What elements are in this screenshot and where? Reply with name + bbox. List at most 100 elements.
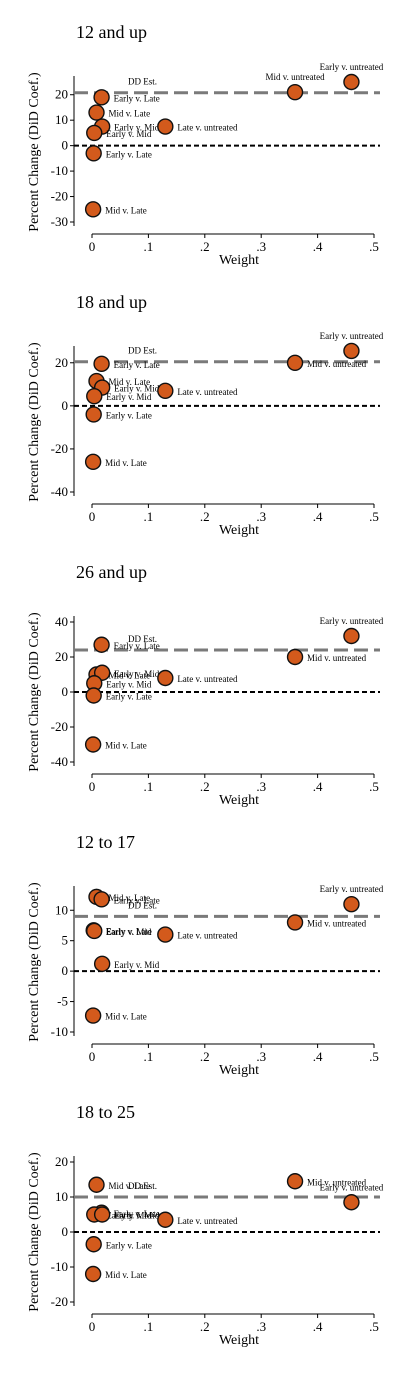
- dd-estimate-label: DD Est.: [128, 346, 157, 356]
- data-point: [286, 83, 304, 101]
- y-axis-label: Percent Change (DiD Coef.): [27, 882, 42, 1042]
- data-point-label: Mid v. untreated: [265, 72, 325, 82]
- data-point: [93, 636, 110, 653]
- data-point-label: Mid v. Late: [105, 1270, 147, 1280]
- data-point: [86, 922, 103, 940]
- x-tick-label: .1: [144, 779, 154, 794]
- data-point: [85, 1236, 102, 1253]
- data-point-label: Late v. untreated: [177, 1216, 238, 1226]
- data-point: [84, 1007, 102, 1024]
- data-point: [93, 1206, 111, 1223]
- x-tick-label: .3: [256, 779, 266, 794]
- data-point-label: Early v. Mid: [114, 669, 160, 679]
- data-point-label: Early v. untreated: [320, 1182, 384, 1192]
- data-point-label: Early v. Late: [114, 641, 160, 651]
- y-tick-label: 0: [62, 963, 69, 978]
- data-point-label: Early v. Late: [114, 360, 160, 370]
- x-tick-label: .5: [369, 239, 379, 254]
- x-tick-label: .5: [369, 1049, 379, 1064]
- data-point-label: Mid v. Late: [105, 1012, 147, 1022]
- dd-estimate-label: DD Est.: [128, 77, 157, 87]
- y-tick-label: 10: [55, 1189, 68, 1204]
- data-point-label: Mid v. Late: [109, 1181, 151, 1191]
- data-point: [88, 104, 105, 121]
- x-tick-label: .1: [144, 509, 154, 524]
- x-tick-label: 0: [89, 239, 96, 254]
- chart-title: 26 and up: [76, 562, 147, 582]
- x-axis-label: Weight: [219, 793, 259, 808]
- y-tick-label: 10: [55, 112, 68, 127]
- data-point: [86, 387, 103, 405]
- y-tick-label: -40: [51, 754, 68, 769]
- data-point-label: Early v. Late: [114, 1209, 160, 1219]
- data-point-label: Mid v. untreated: [307, 359, 367, 369]
- x-tick-label: .5: [369, 779, 379, 794]
- x-tick-label: .3: [256, 509, 266, 524]
- chart-panel-3: 26 and up Percent Change (DiD Coef.) Weigh…: [27, 562, 384, 808]
- data-point: [93, 355, 110, 373]
- x-axis-label: Weight: [219, 253, 259, 268]
- data-point-label: Mid v. untreated: [307, 653, 367, 663]
- chart-title: 18 to 25: [76, 1102, 135, 1122]
- y-tick-label: 0: [62, 684, 69, 699]
- y-tick-label: 20: [55, 355, 68, 370]
- data-point: [84, 736, 102, 753]
- y-tick-label: -20: [51, 1294, 68, 1309]
- x-tick-label: .1: [144, 239, 154, 254]
- y-tick-label: 10: [55, 902, 68, 917]
- data-point: [343, 1194, 360, 1211]
- y-tick-label: 0: [62, 138, 69, 153]
- data-point-label: Early v. Mid: [106, 679, 152, 689]
- data-point: [93, 955, 111, 973]
- x-tick-label: .4: [313, 1319, 323, 1334]
- data-point-label: Early v. Mid: [106, 927, 152, 937]
- data-point: [343, 342, 360, 360]
- y-tick-label: 0: [62, 398, 69, 413]
- data-point: [84, 201, 102, 218]
- y-tick-label: 5: [62, 933, 69, 948]
- x-axis-label: Weight: [219, 523, 259, 538]
- y-tick-label: 40: [55, 614, 68, 629]
- data-point-label: Early v. Late: [106, 149, 152, 159]
- data-point: [84, 1265, 102, 1283]
- data-point-label: Early v. Mid: [106, 392, 152, 402]
- data-point-label: Late v. untreated: [177, 123, 238, 133]
- data-point-label: Early v. Mid: [106, 1211, 152, 1221]
- data-point: [85, 406, 102, 423]
- data-point-label: Early v. Late: [106, 692, 152, 702]
- data-point: [157, 1211, 174, 1228]
- x-tick-label: .3: [256, 1319, 266, 1334]
- y-tick-label: -30: [51, 214, 68, 229]
- y-axis-label: Percent Change (DiD Coef.): [27, 612, 42, 772]
- y-tick-label: 20: [55, 87, 68, 102]
- data-point-label: Mid v. Late: [109, 377, 151, 387]
- data-point-label: Early v. Mid: [114, 384, 160, 394]
- data-point-label: Late v. untreated: [177, 674, 238, 684]
- x-tick-label: .2: [200, 1049, 210, 1064]
- x-tick-label: .4: [313, 509, 323, 524]
- data-point-label: Mid v. Late: [109, 893, 151, 903]
- data-point-label: Early v. Late: [114, 895, 160, 905]
- x-tick-label: .4: [313, 779, 323, 794]
- data-point-label: Late v. untreated: [177, 387, 238, 397]
- data-point: [343, 627, 360, 645]
- data-point-label: Mid v. Late: [105, 741, 147, 751]
- chart-panel-1: 12 and up Percent Change (DiD Coef.) Weigh…: [27, 22, 384, 268]
- data-point-label: Mid v. untreated: [307, 1177, 367, 1187]
- data-point: [85, 145, 102, 162]
- data-point: [343, 73, 360, 91]
- data-point-label: Early v. untreated: [320, 616, 384, 626]
- data-point-label: Early v. Late: [114, 93, 160, 103]
- x-tick-label: .2: [200, 779, 210, 794]
- y-tick-label: 20: [55, 649, 68, 664]
- data-point-label: Mid v. Late: [105, 458, 147, 468]
- x-tick-label: .3: [256, 1049, 266, 1064]
- data-point: [88, 1176, 105, 1193]
- data-point-label: Early v. Mid: [114, 123, 160, 133]
- x-tick-label: .5: [369, 509, 379, 524]
- data-point-label: Early v. untreated: [320, 331, 384, 341]
- data-point: [84, 453, 102, 471]
- x-tick-label: .2: [200, 239, 210, 254]
